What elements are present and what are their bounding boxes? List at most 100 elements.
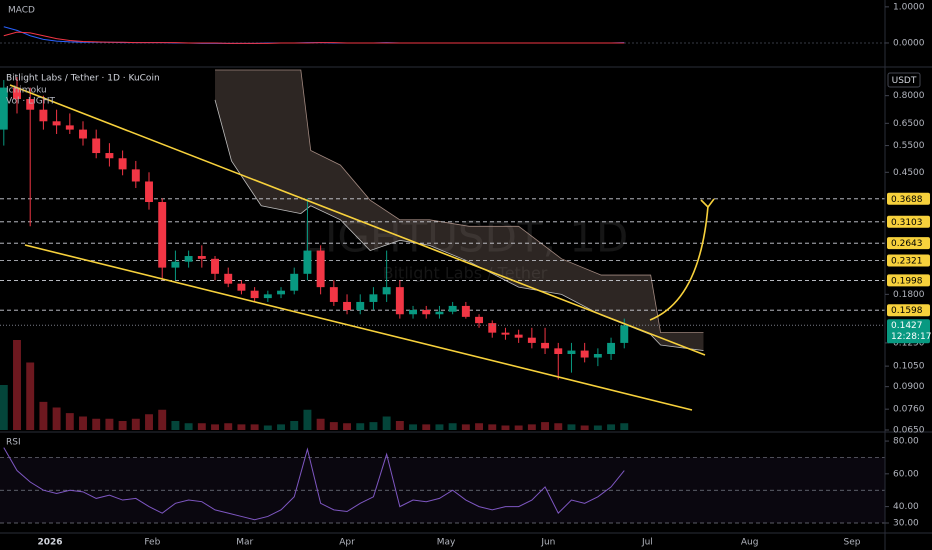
candle-body <box>197 256 206 259</box>
volume-bar <box>541 422 550 430</box>
volume-bar <box>145 414 153 430</box>
x-tick-label: May <box>437 538 456 548</box>
indicator-label: Vol · LIGHT <box>6 97 55 107</box>
candle-body <box>290 273 299 291</box>
y-tick-label: 0.1800 <box>893 290 925 300</box>
x-tick-label: Mar <box>236 538 253 548</box>
countdown: 12:28:17 <box>891 332 931 342</box>
candle-body <box>369 294 378 302</box>
volume-bar <box>237 424 246 430</box>
macd-line <box>3 31 625 44</box>
panel-title: MACD <box>8 6 35 16</box>
volume-bar <box>184 423 193 430</box>
last-price-box <box>887 319 930 344</box>
volume-bar <box>501 425 510 430</box>
candle-body <box>250 290 259 299</box>
candle-body <box>131 169 140 182</box>
volume-bar <box>620 423 629 430</box>
level-label: 0.2643 <box>891 239 923 249</box>
candle-body <box>26 99 35 110</box>
volume-bar <box>448 423 457 430</box>
volume-bar <box>422 424 431 430</box>
candle-body <box>514 334 523 338</box>
candle-body <box>527 337 536 343</box>
y-tick-label: 0.1050 <box>893 362 925 372</box>
y-tick-label: 0.6500 <box>893 119 925 129</box>
drawings <box>9 84 715 411</box>
level-label: 0.2321 <box>891 256 923 266</box>
candle-body <box>541 342 550 349</box>
candle-body <box>435 311 444 315</box>
level-label-box <box>887 254 930 267</box>
y-tick-label: 1.0000 <box>893 2 925 12</box>
volume-bar <box>409 424 418 430</box>
volume-bar <box>158 409 167 430</box>
volume-bar <box>567 424 576 430</box>
x-tick-label: Jul <box>641 538 653 548</box>
level-label: 0.1998 <box>891 276 923 286</box>
chart-title: Bitlight Labs / Tether · 1D · KuCoin <box>6 74 160 84</box>
candle-body <box>488 323 497 333</box>
y-tick-label: 30.00 <box>893 518 919 528</box>
volume-bar <box>0 385 8 430</box>
candle-body <box>277 290 285 295</box>
volume-bar <box>52 407 61 430</box>
candle-body <box>211 258 219 274</box>
volume-bar <box>395 421 404 430</box>
plot-area <box>0 26 885 524</box>
y-tick-label: 0.5500 <box>893 141 925 151</box>
y-tick-label: 0.0900 <box>893 382 925 392</box>
candle-body <box>158 202 167 268</box>
currency: USDT <box>892 76 917 86</box>
level-label-box <box>887 237 930 250</box>
panel-title: RSI <box>6 438 21 448</box>
volume-bar <box>92 418 101 430</box>
arrow <box>649 205 709 321</box>
y-tick-label: 80.00 <box>893 437 919 447</box>
level-label-box <box>887 274 930 287</box>
y-tick-label: 40.00 <box>893 502 919 512</box>
volume-bar <box>79 416 87 430</box>
candle-body <box>237 283 246 291</box>
candle-body <box>475 316 484 324</box>
indicator-label: Ichimoku <box>6 86 47 96</box>
volume-bar <box>554 423 563 430</box>
volume-bar <box>369 422 378 430</box>
last-price-label: 0.1427 <box>891 321 923 331</box>
candle-body <box>593 354 602 358</box>
volume-bar <box>290 421 299 430</box>
candle-body <box>39 109 48 122</box>
trendline <box>24 244 693 411</box>
volume-bar <box>131 418 140 430</box>
volume-bar <box>435 424 444 430</box>
candle-body <box>356 301 365 311</box>
level-label: 0.1598 <box>891 306 923 316</box>
x-tick-label: Aug <box>741 538 759 548</box>
volume-bar <box>329 422 338 430</box>
candle-body <box>422 310 431 315</box>
candle-body <box>263 294 272 299</box>
volume-bar <box>343 423 351 430</box>
volume-bar <box>263 425 272 430</box>
currency-box <box>887 72 921 88</box>
volume-bar <box>105 418 114 430</box>
volume-bar <box>171 421 180 430</box>
volume-bar <box>13 340 21 430</box>
rsi-line <box>3 447 625 521</box>
candle-body <box>79 129 87 139</box>
trendline <box>9 84 706 356</box>
y-tick-label: 0.1250 <box>893 338 925 348</box>
y-tick-label: 60.00 <box>893 469 919 479</box>
candle-body <box>118 158 127 170</box>
candle-body <box>409 310 418 315</box>
candle-body <box>567 350 576 355</box>
y-tick-label: 0.8000 <box>893 91 925 101</box>
volume-bar <box>316 418 325 430</box>
candle-body <box>316 250 325 288</box>
candle-body <box>0 87 8 130</box>
candle-body <box>105 153 114 159</box>
volume-bar <box>607 424 616 430</box>
volume-bar <box>277 424 285 430</box>
